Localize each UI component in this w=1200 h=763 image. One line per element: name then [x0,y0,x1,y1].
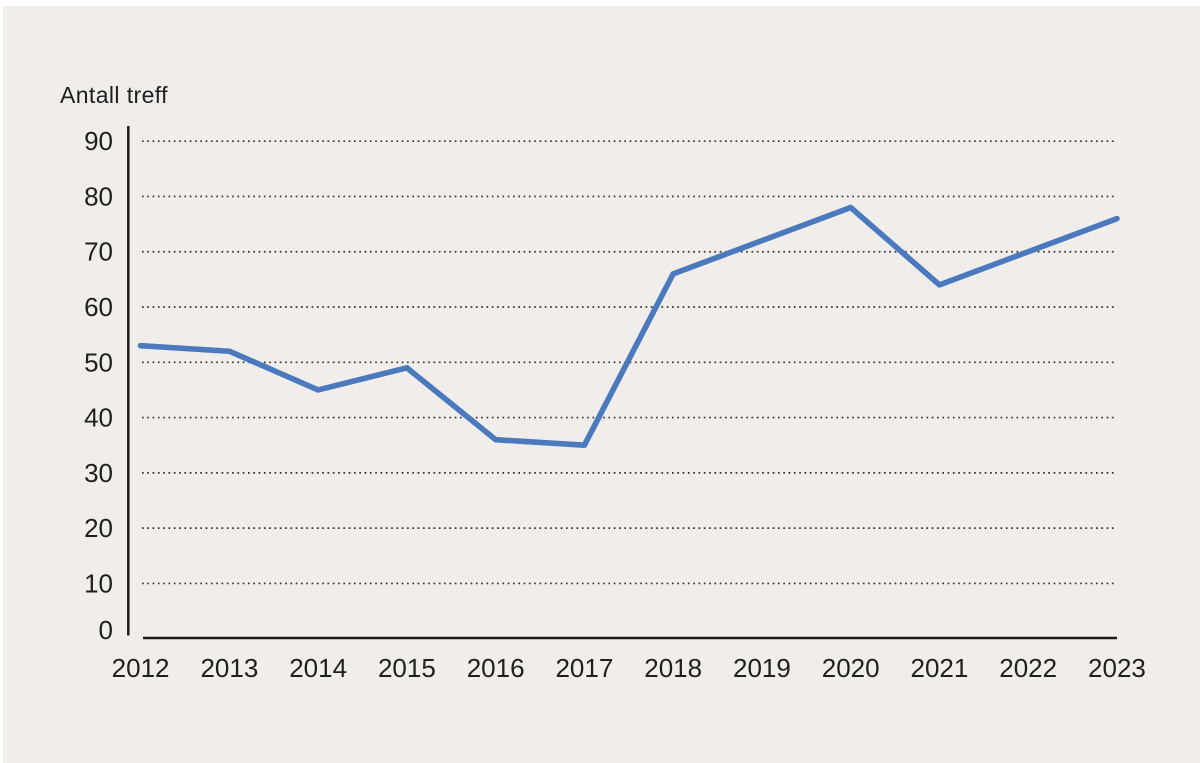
x-tick-label: 2019 [733,653,791,683]
x-tick-label: 2012 [112,653,170,683]
x-tick-label: 2023 [1088,653,1146,683]
x-tick-label: 2018 [644,653,702,683]
x-tick-label: 2014 [289,653,347,683]
y-tick-label: 90 [84,126,113,156]
y-axis-title: Antall treff [60,82,168,108]
gridlines [142,140,1117,585]
x-tick-label: 2015 [378,653,436,683]
y-tick-label: 70 [84,237,113,267]
y-tick-label: 50 [84,347,113,377]
y-tick-label: 80 [84,181,113,211]
y-tick-labels: 0 10 20 30 40 50 60 70 80 90 [84,126,113,645]
x-tick-label: 2017 [555,653,613,683]
y-tick-label: 60 [84,292,113,322]
x-tick-label: 2016 [467,653,525,683]
y-tick-label: 20 [84,513,113,543]
x-tick-label: 2021 [911,653,969,683]
y-tick-label: 30 [84,458,113,488]
y-tick-label: 0 [99,615,113,645]
x-tick-label: 2013 [200,653,258,683]
x-tick-labels: 2012 2013 2014 2015 2016 2017 2018 2019 2020 2021… [112,653,1146,683]
y-tick-label: 10 [84,568,113,598]
x-tick-label: 2022 [999,653,1057,683]
y-tick-label: 40 [84,403,113,433]
x-tick-label: 2020 [822,653,880,683]
data-line [137,204,1120,449]
